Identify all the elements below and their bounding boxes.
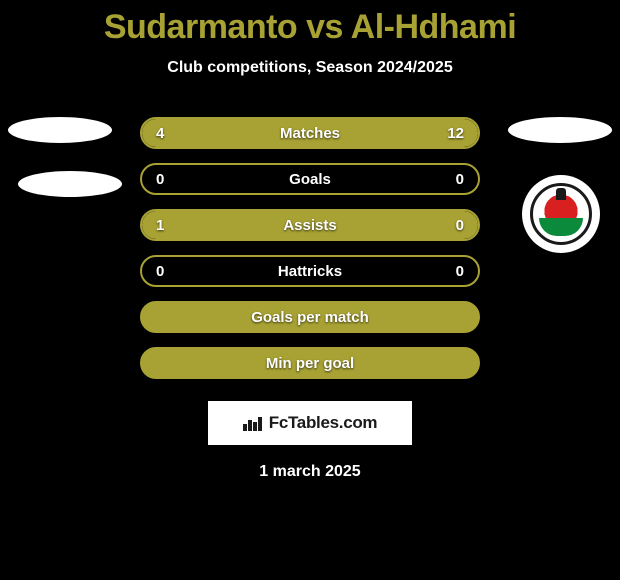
team-badge-right xyxy=(522,175,600,253)
source-label: FcTables.com xyxy=(269,413,378,433)
comparison-card: Sudarmanto vs Al-Hdhami Club competition… xyxy=(0,0,620,481)
player-right-avatar-1 xyxy=(508,117,612,143)
player-left-avatar-2 xyxy=(18,171,122,197)
club-crest-icon xyxy=(530,183,592,245)
stat-label: Hattricks xyxy=(142,257,478,285)
stat-row-matches: 4 Matches 12 xyxy=(140,117,480,149)
stat-row-hattricks: 0 Hattricks 0 xyxy=(140,255,480,287)
stats-area: 4 Matches 12 0 Goals 0 1 Assists 0 0 Hat… xyxy=(0,117,620,379)
barchart-icon xyxy=(243,415,263,431)
value-right: 0 xyxy=(456,257,464,285)
stat-row-min-per-goal: Min per goal xyxy=(140,347,480,379)
stat-label: Min per goal xyxy=(266,355,354,372)
value-right: 0 xyxy=(456,165,464,193)
value-right: 12 xyxy=(447,119,464,147)
stat-label: Goals per match xyxy=(251,309,369,326)
stat-row-goals-per-match: Goals per match xyxy=(140,301,480,333)
stat-row-assists: 1 Assists 0 xyxy=(140,209,480,241)
player-left-avatar-1 xyxy=(8,117,112,143)
stat-row-goals: 0 Goals 0 xyxy=(140,163,480,195)
stat-label: Matches xyxy=(142,119,478,147)
date-label: 1 march 2025 xyxy=(0,463,620,481)
stat-label: Assists xyxy=(142,211,478,239)
stat-label: Goals xyxy=(142,165,478,193)
source-badge[interactable]: FcTables.com xyxy=(208,401,412,445)
stat-rows: 4 Matches 12 0 Goals 0 1 Assists 0 0 Hat… xyxy=(140,117,480,379)
value-right: 0 xyxy=(456,211,464,239)
subtitle: Club competitions, Season 2024/2025 xyxy=(0,59,620,77)
page-title: Sudarmanto vs Al-Hdhami xyxy=(0,8,620,47)
